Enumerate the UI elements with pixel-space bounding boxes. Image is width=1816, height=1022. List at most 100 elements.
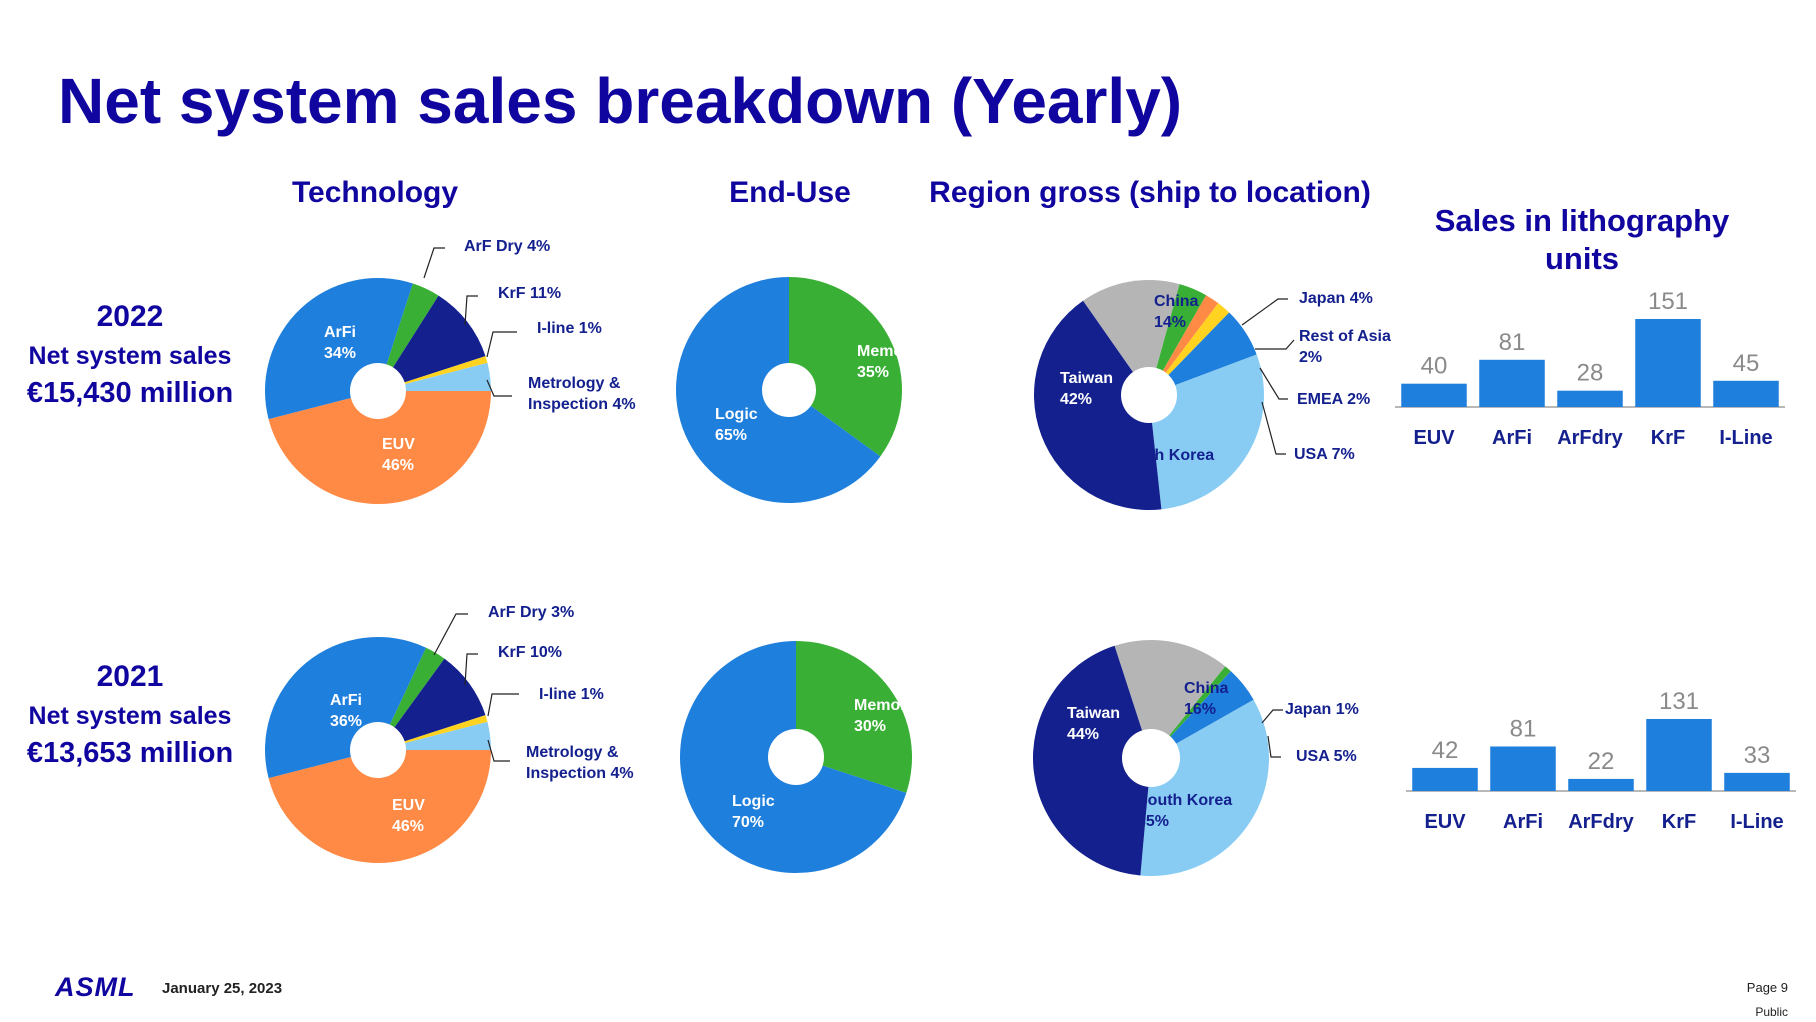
tech2021-label-arf-dry: ArF Dry 3%: [488, 604, 574, 621]
region2021-leader-usa: [1267, 735, 1281, 758]
region2021-slice-china: [1114, 640, 1226, 758]
page-number: Page 9: [1746, 980, 1788, 995]
tech2021-donut-hole: [350, 722, 406, 778]
units2022-value-euv: 40: [1421, 353, 1448, 380]
region-header: Region gross (ship to location): [929, 176, 1371, 209]
units-header: Sales in lithography units: [1412, 202, 1752, 278]
enduse2021-label-logic: Logic 70%: [732, 793, 775, 831]
units2022-value-arfdry: 28: [1577, 360, 1604, 387]
region2022-leader-rest-of-asia: [1255, 339, 1295, 350]
tech2021-slice-krf: [378, 658, 486, 750]
tech2021-label-euv: EUV 46%: [392, 797, 425, 835]
units2022-value-krf: 151: [1648, 288, 1688, 315]
units2021-category-euv: EUV: [1424, 811, 1466, 833]
units2022-value-i-line: 45: [1733, 350, 1760, 377]
units2021-bar-euv: [1412, 767, 1478, 791]
tech2022-label-arf-dry: ArF Dry 4%: [464, 238, 550, 255]
region2022-label-south-korea: South Korea 29%: [1119, 447, 1214, 485]
tech2021-slice-euv: [268, 750, 491, 863]
asml-logo: ASML: [55, 972, 136, 1002]
tech2021-leader-krf: [464, 653, 478, 686]
enduse2022-label-logic: Logic 65%: [715, 406, 758, 444]
tech2021-slice-arf-dry: [378, 647, 445, 750]
region2021-label-taiwan: Taiwan 44%: [1067, 705, 1120, 743]
year-block-2021: 2021 Net system sales €13,653 million: [0, 660, 260, 770]
technology-header: Technology: [291, 176, 459, 209]
region2022-label-rest-of-asia: Rest of Asia 2%: [1299, 328, 1391, 366]
units2022-category-i-line: I-Line: [1719, 427, 1772, 449]
footer-date: January 25, 2023: [162, 980, 283, 997]
tech2021-slice-arfi: [265, 636, 427, 779]
units2021-category-arfi: ArFi: [1503, 811, 1543, 833]
region2021-slice-south-korea: [1140, 699, 1269, 876]
units2021-bar-arfdry: [1568, 778, 1634, 791]
tech2022-label-euv: EUV 46%: [382, 436, 415, 474]
tech2021-slice-i-line: [378, 715, 488, 750]
classification: Public: [1755, 1005, 1788, 1019]
tech2021-label-krf: KrF 10%: [498, 644, 562, 661]
tech2022-slice-krf: [378, 295, 486, 391]
tech2022-slice-metrology-inspection: [378, 362, 491, 391]
region2021-donut-hole: [1122, 729, 1180, 787]
units2022-value-arfi: 81: [1499, 329, 1526, 356]
tech2022-slice-euv: [268, 391, 491, 504]
year-label: 2021: [96, 660, 164, 693]
units2022-bar-i-line: [1713, 380, 1779, 407]
region2022-slice-south-korea: [1149, 354, 1264, 510]
region2022-slice-japan: [1149, 284, 1207, 395]
tech2022-label-i-line: I-line 1%: [537, 320, 602, 337]
units2021-bar-arfi: [1490, 746, 1556, 791]
enduse2021-label-memory: Memory 30%: [854, 697, 915, 735]
enduse2021-slice-memory: [796, 641, 913, 793]
net-sales-label: Net system sales: [28, 702, 232, 730]
units2021-category-arfdry: ArFdry: [1568, 811, 1634, 833]
tech2021-label-arfi: ArFi 36%: [330, 692, 362, 730]
region2021-slice-taiwan: [1032, 645, 1151, 876]
tech2022-slice-i-line: [378, 356, 488, 391]
region2021-slice-usa: [1151, 671, 1254, 758]
units2022-bar-krf: [1635, 319, 1701, 407]
enduse2021-donut-hole: [768, 729, 824, 785]
tech2022-label-krf: KrF 11%: [498, 285, 561, 302]
region2022-donut-hole: [1121, 367, 1177, 423]
tech2022-leader-metrology-inspection: [486, 379, 512, 397]
units2022-bar-arfi: [1479, 359, 1545, 407]
units2021-bar-krf: [1646, 719, 1712, 791]
tech2021-leader-i-line: [487, 693, 519, 717]
units2021-category-i-line: I-Line: [1730, 811, 1783, 833]
region2022-leader-emea: [1259, 367, 1288, 400]
tech2021-leader-arf-dry: [433, 613, 468, 656]
units2022-category-arfi: ArFi: [1492, 427, 1532, 449]
region2022-label-taiwan: Taiwan 42%: [1060, 370, 1113, 408]
year-label: 2022: [96, 300, 164, 333]
units2021-value-euv: 42: [1432, 737, 1459, 764]
region2022-slice-china: [1083, 279, 1180, 395]
region2022-slice-rest-of-asia: [1149, 295, 1219, 395]
net-sales-amount: €13,653 million: [26, 737, 234, 769]
region2021-label-china: China 16%: [1184, 680, 1229, 718]
units2021-category-krf: KrF: [1662, 811, 1696, 833]
tech2021-slice-metrology-inspection: [378, 721, 491, 750]
end-use-header: End-Use: [729, 176, 851, 209]
net-sales-amount: €15,430 million: [26, 377, 234, 409]
region2022-slice-emea: [1149, 303, 1230, 395]
tech2022-leader-krf: [464, 295, 478, 326]
units2021-value-i-line: 33: [1744, 742, 1771, 769]
units2021-value-arfdry: 22: [1588, 748, 1615, 775]
units2022-category-euv: EUV: [1413, 427, 1455, 449]
region2022-label-usa: USA 7%: [1294, 446, 1355, 463]
tech2022-leader-arf-dry: [423, 247, 445, 279]
region2022-label-japan: Japan 4%: [1299, 290, 1373, 307]
region2021-label-south-korea: South Korea 35%: [1137, 792, 1232, 830]
region2021-label-japan: Japan 1%: [1285, 701, 1359, 718]
tech2021-leader-metrology-inspection: [487, 739, 510, 762]
units2021-value-arfi: 81: [1510, 715, 1537, 742]
region2021-slice-japan: [1151, 666, 1231, 758]
enduse2022-donut-hole: [762, 363, 816, 417]
enduse2022-label-memory: Memory 35%: [857, 343, 918, 381]
units2021-value-krf: 131: [1659, 688, 1699, 715]
tech2022-leader-i-line: [486, 331, 517, 358]
units2022-bar-arfdry: [1557, 390, 1623, 407]
